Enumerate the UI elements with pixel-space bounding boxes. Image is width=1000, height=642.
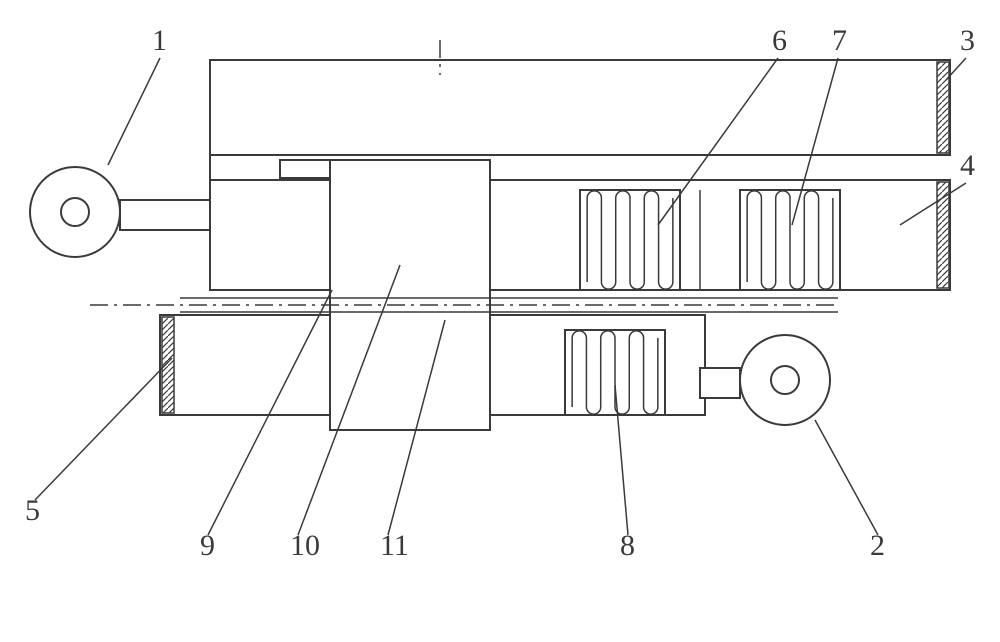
center-block (330, 160, 490, 430)
fan-left (30, 167, 210, 257)
label-8: 8 (620, 529, 635, 562)
label-7: 7 (832, 24, 847, 57)
coil-7 (740, 190, 840, 290)
leader-4 (900, 183, 966, 225)
hatch-3-top (937, 62, 949, 153)
fan-right (700, 335, 830, 425)
label-11: 11 (380, 529, 409, 562)
leader-9 (208, 290, 332, 535)
label-4: 4 (960, 149, 975, 182)
leader-5 (35, 358, 172, 500)
label-10: 10 (290, 529, 320, 562)
hatch-5-bottom (162, 317, 174, 413)
label-9: 9 (200, 529, 215, 562)
leader-2 (815, 420, 878, 535)
coil-8 (565, 330, 665, 415)
duct-top (210, 60, 950, 155)
label-5: 5 (25, 494, 40, 527)
label-1: 1 (152, 24, 167, 57)
label-2: 2 (870, 529, 885, 562)
center-block-cap (280, 160, 330, 178)
coil-6 (580, 190, 680, 290)
leader-1 (108, 58, 160, 165)
label-3: 3 (960, 24, 975, 57)
label-6: 6 (772, 24, 787, 57)
